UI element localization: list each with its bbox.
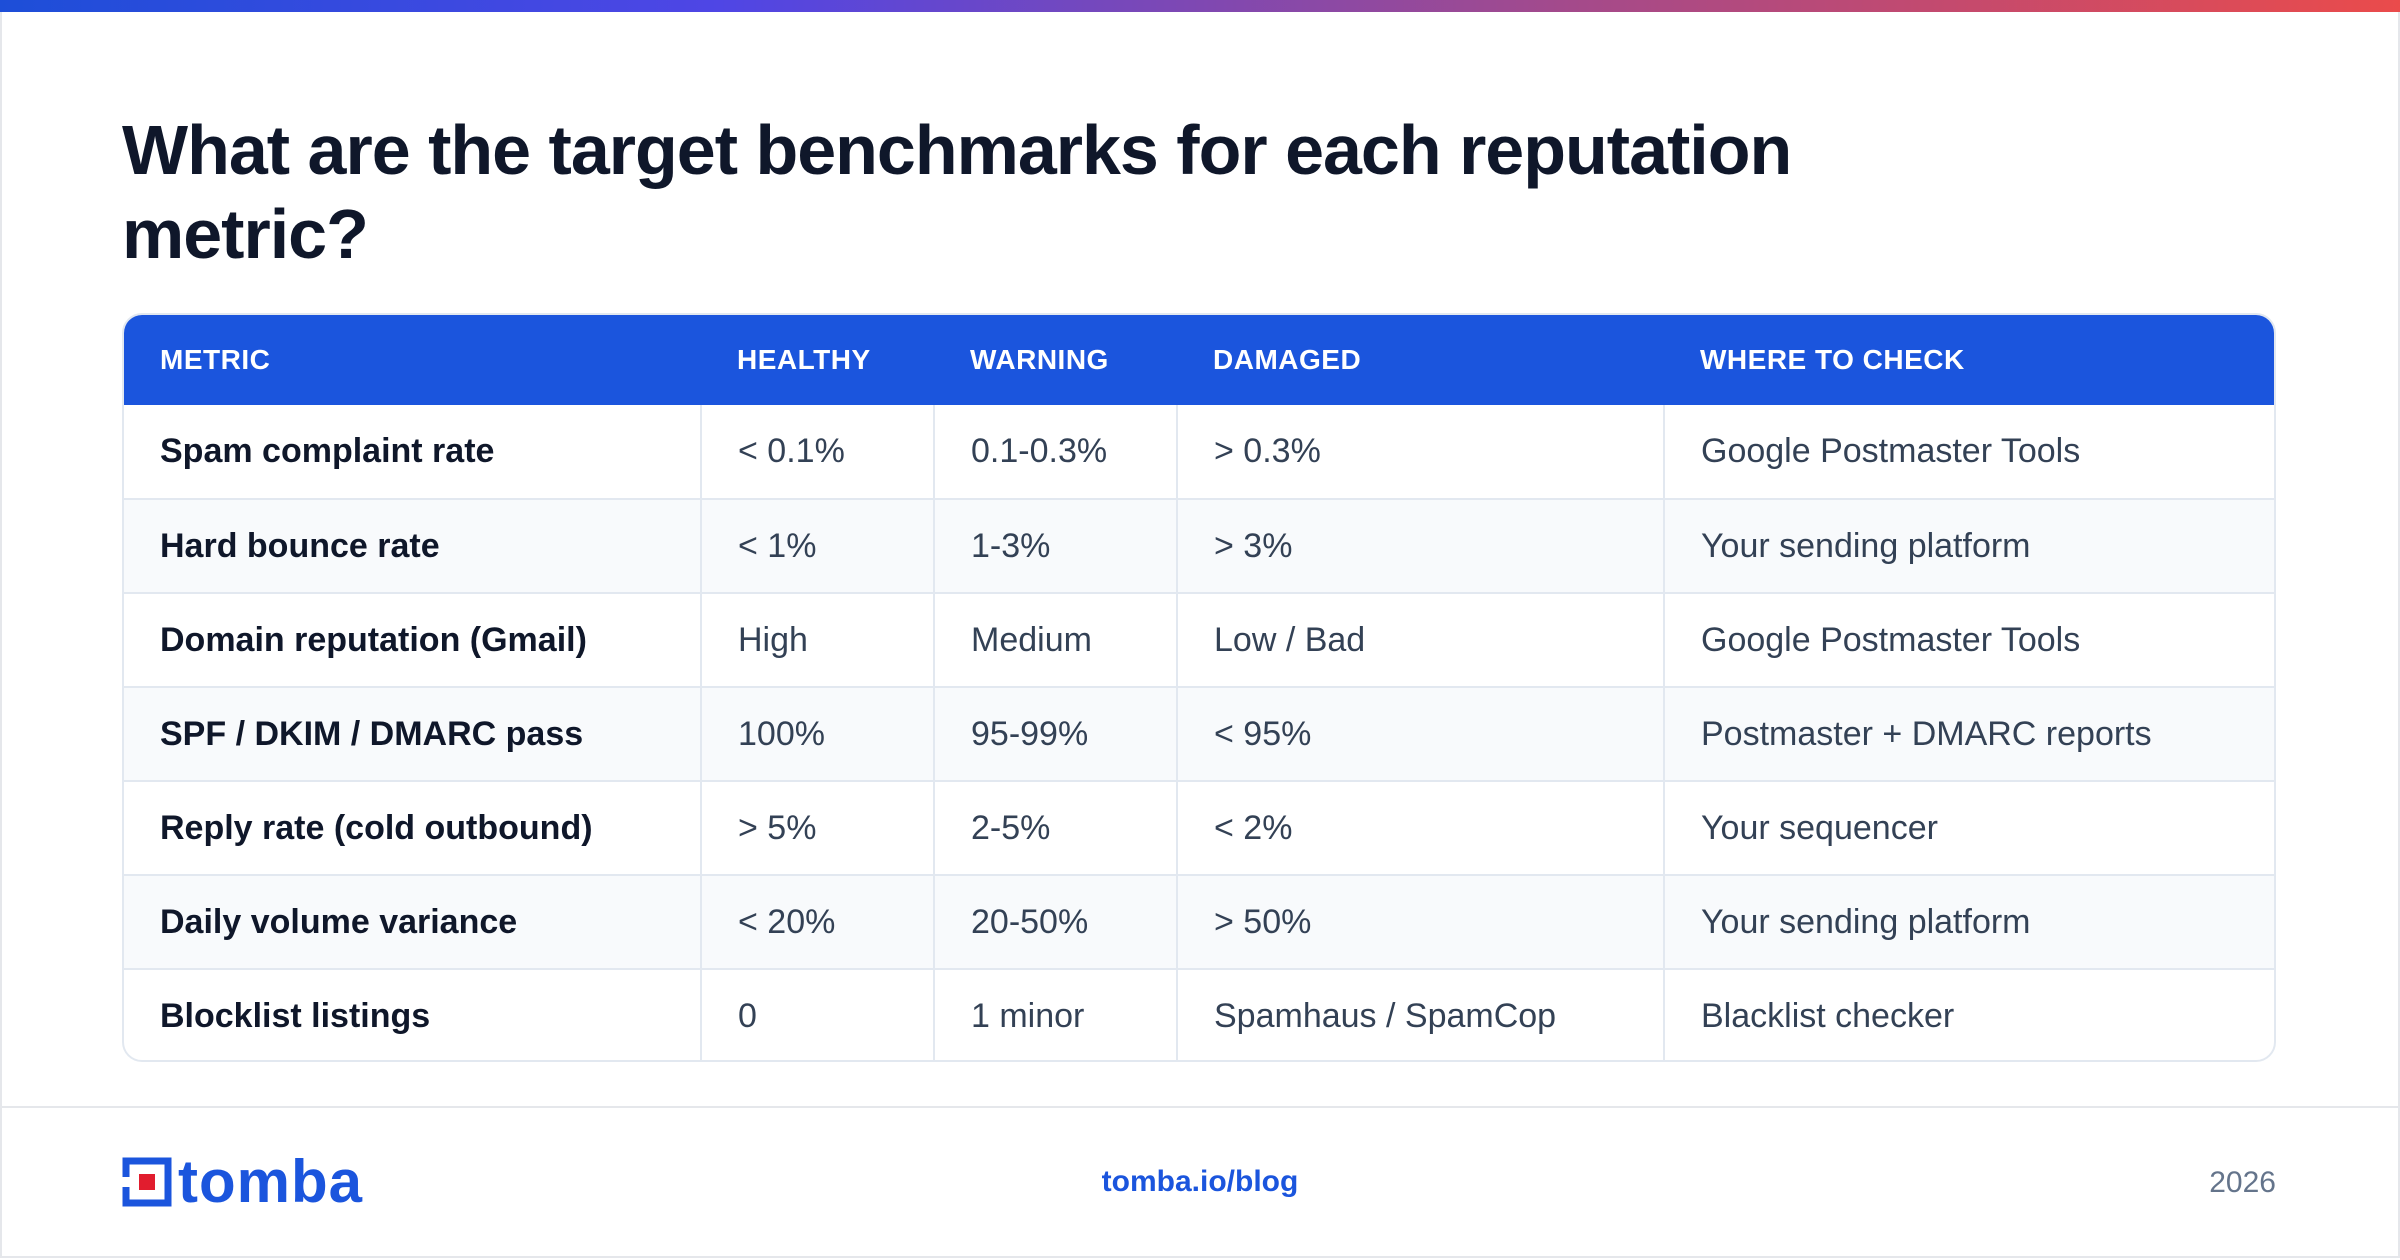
- cell-warning: 1 minor: [933, 968, 1177, 1060]
- cell-where-to-check: Your sending platform: [1663, 874, 2274, 969]
- cell-healthy: 0: [700, 968, 934, 1060]
- cell-where-to-check: Your sending platform: [1663, 498, 2274, 593]
- cell-damaged: Spamhaus / SpamCop: [1176, 968, 1664, 1060]
- gradient-top-bar: [0, 0, 2400, 12]
- benchmarks-table: METRIC HEALTHY WARNING DAMAGED WHERE TO …: [124, 315, 2274, 1060]
- cell-where-to-check: Google Postmaster Tools: [1663, 405, 2274, 499]
- tomba-logo-text: tomba: [178, 1148, 363, 1215]
- page-title: What are the target benchmarks for each …: [122, 111, 1792, 273]
- table-body: Spam complaint rate < 0.1% 0.1-0.3% > 0.…: [124, 405, 2274, 1060]
- cell-healthy: > 5%: [700, 780, 934, 875]
- cell-where-to-check: Google Postmaster Tools: [1663, 592, 2274, 687]
- table-row: Daily volume variance < 20% 20-50% > 50%…: [124, 874, 2274, 969]
- cell-warning: Medium: [933, 592, 1177, 687]
- table-row: Reply rate (cold outbound) > 5% 2-5% < 2…: [124, 780, 2274, 875]
- cell-metric: Spam complaint rate: [160, 432, 495, 470]
- cell-warning: 1-3%: [933, 498, 1177, 593]
- table-row: Spam complaint rate < 0.1% 0.1-0.3% > 0.…: [124, 405, 2274, 499]
- cell-damaged: < 95%: [1176, 686, 1664, 781]
- blog-link[interactable]: tomba.io/blog: [1101, 1165, 1299, 1198]
- cell-warning: 2-5%: [933, 780, 1177, 875]
- table-header-row: METRIC HEALTHY WARNING DAMAGED WHERE TO …: [124, 315, 2274, 405]
- header-damaged: DAMAGED: [1213, 344, 1362, 375]
- table-row: Domain reputation (Gmail) High Medium Lo…: [124, 592, 2274, 687]
- cell-damaged: > 0.3%: [1176, 405, 1664, 499]
- cell-damaged: < 2%: [1176, 780, 1664, 875]
- cell-where-to-check: Blacklist checker: [1663, 968, 2274, 1060]
- cell-healthy: < 0.1%: [700, 405, 934, 499]
- tomba-logo-mark-icon: [122, 1157, 172, 1207]
- cell-where-to-check: Postmaster + DMARC reports: [1663, 686, 2274, 781]
- header-warning: WARNING: [970, 344, 1109, 375]
- footer-divider: [0, 1106, 2400, 1108]
- header-metric: METRIC: [160, 344, 271, 375]
- cell-metric: SPF / DKIM / DMARC pass: [124, 686, 701, 781]
- tomba-logo[interactable]: tomba: [122, 1148, 363, 1215]
- header-where-to-check: WHERE TO CHECK: [1700, 344, 1965, 375]
- table-row: Hard bounce rate < 1% 1-3% > 3% Your sen…: [124, 498, 2274, 593]
- cell-warning: 95-99%: [933, 686, 1177, 781]
- header-healthy: HEALTHY: [737, 344, 871, 375]
- table-row: Blocklist listings 0 1 minor Spamhaus / …: [124, 968, 2274, 1060]
- cell-damaged: > 3%: [1176, 498, 1664, 593]
- cell-healthy: < 1%: [700, 498, 934, 593]
- cell-damaged: > 50%: [1176, 874, 1664, 969]
- cell-metric: Blocklist listings: [124, 968, 701, 1060]
- benchmarks-table-container: METRIC HEALTHY WARNING DAMAGED WHERE TO …: [122, 313, 2276, 1062]
- cell-healthy: High: [700, 592, 934, 687]
- cell-metric: Hard bounce rate: [124, 498, 701, 593]
- cell-healthy: < 20%: [700, 874, 934, 969]
- cell-damaged: Low / Bad: [1176, 592, 1664, 687]
- cell-warning: 20-50%: [933, 874, 1177, 969]
- cell-metric: Reply rate (cold outbound): [124, 780, 701, 875]
- footer-year: 2026: [2209, 1166, 2276, 1199]
- cell-metric: Domain reputation (Gmail): [124, 592, 701, 687]
- cell-warning: 0.1-0.3%: [933, 405, 1177, 499]
- cell-metric: Daily volume variance: [124, 874, 701, 969]
- cell-where-to-check: Your sequencer: [1663, 780, 2274, 875]
- cell-healthy: 100%: [700, 686, 934, 781]
- table-row: SPF / DKIM / DMARC pass 100% 95-99% < 95…: [124, 686, 2274, 781]
